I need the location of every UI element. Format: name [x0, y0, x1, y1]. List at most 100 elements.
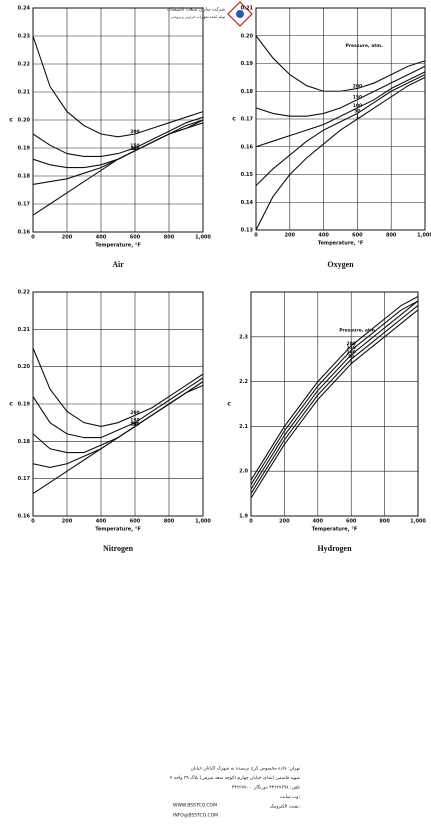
- logo-text: شرکت سازان صنعت تاسیسات: [167, 7, 225, 13]
- x-axis-label: Temperature, °F: [95, 243, 141, 249]
- series-label: 150: [130, 418, 139, 424]
- y-tick-label: 0.18: [18, 174, 31, 180]
- x-tick-label: 800: [164, 235, 175, 241]
- series-label: 1: [350, 359, 353, 365]
- series-label: 200: [346, 341, 355, 347]
- series-label: 100: [130, 421, 139, 427]
- y-tick-label: 0.22: [18, 290, 31, 296]
- y-tick-label: 0.21: [241, 6, 254, 12]
- curve: [32, 116, 204, 157]
- y-tick-label: 0.18: [241, 89, 254, 95]
- curve: [32, 381, 204, 454]
- y-tick-label: 0.20: [18, 118, 31, 124]
- y-tick-label: 0.19: [18, 402, 31, 408]
- website: WWW.BSSTCO.COM: [173, 803, 217, 809]
- series-label: 100: [353, 103, 362, 109]
- y-tick-label: 1.9: [239, 514, 248, 520]
- y-tick-label: 2.1: [239, 424, 248, 430]
- curve: [250, 305, 419, 494]
- y-tick-label: 2.2: [239, 379, 248, 385]
- curve: [250, 300, 419, 490]
- series-label: 1: [133, 146, 136, 152]
- y-tick-label: 0.21: [18, 90, 31, 96]
- x-tick-label: 0: [31, 519, 35, 525]
- curve: [255, 65, 426, 117]
- series-label: 150: [130, 143, 139, 149]
- curve: [32, 377, 204, 439]
- y-tick-label: 0.18: [18, 439, 31, 445]
- logo: [227, 1, 253, 27]
- y-tick-label: 0.19: [18, 146, 31, 152]
- x-tick-label: 0: [254, 233, 258, 239]
- series-label: 200: [353, 83, 362, 89]
- y-tick-label: 0.20: [18, 364, 31, 370]
- footer-line: شهید قاسمی ابتدای خیابان چهارم (کوچه سعد…: [170, 775, 300, 781]
- x-tick-label: 600: [130, 235, 141, 241]
- x-tick-label: 200: [62, 519, 73, 525]
- x-axis-label: Temperature, °F: [95, 527, 141, 533]
- curve: [250, 300, 419, 485]
- curve: [32, 384, 204, 495]
- annotation: Pressure, atm.: [339, 328, 377, 334]
- series-label: 50: [132, 146, 138, 152]
- y-axis-label: c: [232, 116, 236, 123]
- y-axis-label: c: [227, 401, 231, 408]
- curve: [32, 35, 204, 138]
- email: INFO@BSSTCO.COM: [173, 813, 218, 819]
- y-tick-label: 2.0: [239, 469, 248, 475]
- y-tick-label: 2.3: [239, 334, 248, 340]
- y-axis-label: c: [9, 401, 13, 408]
- series-label: 100: [130, 146, 139, 152]
- x-tick-label: 1,000: [195, 519, 211, 525]
- y-tick-label: 0.16: [241, 144, 254, 150]
- series-label: 50: [354, 108, 360, 114]
- series-label: 100: [346, 350, 355, 356]
- plot-frame: [255, 7, 426, 231]
- x-tick-label: 400: [313, 519, 324, 525]
- x-tick-label: 400: [318, 233, 329, 239]
- x-tick-label: 200: [285, 233, 296, 239]
- y-tick-label: 0.16: [18, 514, 31, 520]
- curve: [255, 74, 426, 186]
- x-axis-label: Temperature, °F: [312, 527, 358, 533]
- annotation: Pressure, atm.: [346, 43, 384, 49]
- x-tick-label: 400: [96, 519, 107, 525]
- x-tick-label: 800: [164, 519, 175, 525]
- x-tick-label: 1,000: [195, 235, 211, 241]
- chart-caption: Nitrogen: [103, 544, 134, 553]
- x-tick-label: 0: [31, 235, 35, 241]
- series-label: 50: [348, 354, 354, 360]
- y-tick-label: 0.15: [241, 172, 254, 178]
- plot-frame: [250, 291, 419, 517]
- y-axis-label: c: [9, 117, 13, 124]
- y-tick-label: 0.23: [18, 34, 31, 40]
- chart-caption: Air: [112, 260, 124, 269]
- series-label: 1: [356, 114, 359, 120]
- curve: [32, 347, 204, 427]
- x-axis-label: Temperature, °F: [318, 241, 364, 247]
- logo-subtext: تولید کننده تجهیزات حرارتی و برودتی: [171, 15, 225, 19]
- x-tick-label: 200: [279, 519, 290, 525]
- curve: [250, 295, 419, 481]
- x-tick-label: 600: [130, 519, 141, 525]
- chart-caption: Oxygen: [327, 260, 354, 269]
- footer-line: تهران: جاده مخصوص کرج نرسیده به شهرک اکب…: [191, 766, 301, 772]
- x-tick-label: 800: [379, 519, 390, 525]
- series-label: 150: [353, 95, 362, 101]
- curve: [255, 71, 426, 148]
- y-tick-label: 0.17: [241, 117, 254, 123]
- x-tick-label: 400: [96, 235, 107, 241]
- x-tick-label: 800: [386, 233, 397, 239]
- y-tick-label: 0.17: [18, 476, 31, 482]
- logo-dot: [236, 10, 244, 18]
- x-tick-label: 600: [352, 233, 363, 239]
- footer-line: پست الکترونیک:: [270, 804, 300, 810]
- series-label: 150: [346, 345, 355, 351]
- series-label: 50: [132, 421, 138, 427]
- curve: [250, 309, 419, 499]
- curve: [255, 35, 426, 92]
- series-label: 200: [130, 129, 139, 135]
- y-tick-label: 0.16: [18, 230, 31, 236]
- x-tick-label: 200: [62, 235, 73, 241]
